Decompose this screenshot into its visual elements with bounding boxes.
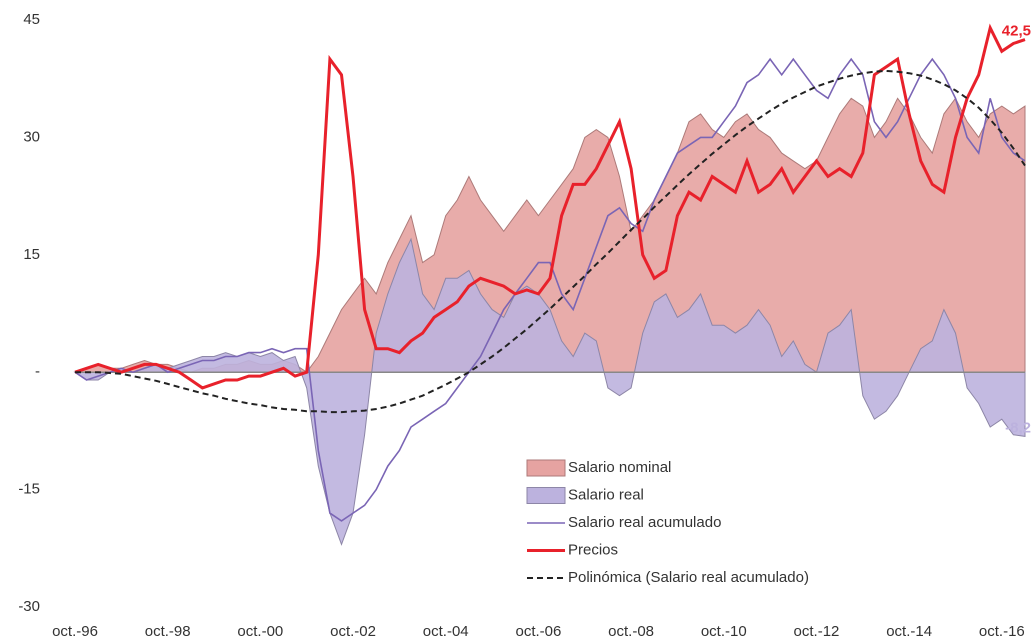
legend-label: Precios — [568, 541, 618, 558]
legend-label: Salario real acumulado — [568, 514, 721, 531]
x-tick-label: oct.-06 — [515, 623, 561, 640]
y-tick-label: - — [35, 363, 40, 380]
line — [74, 23, 1026, 390]
legend-label: Polinómica (Salario real acumulado) — [568, 569, 809, 586]
x-tick-label: oct.-00 — [237, 623, 283, 640]
y-tick-label: 45 — [23, 11, 40, 28]
y-tick-label: -30 — [18, 598, 40, 615]
x-tick-label: oct.-08 — [608, 623, 654, 640]
x-tick-label: oct.-14 — [886, 623, 932, 640]
y-tick-label: -15 — [18, 481, 40, 498]
x-tick-label: oct.-12 — [794, 623, 840, 640]
y-tick-label: 15 — [23, 246, 40, 263]
legend-label: Salario real — [568, 486, 644, 503]
value-label: 42,5 — [1002, 23, 1031, 40]
y-tick-label: 30 — [23, 128, 40, 145]
legend-swatch — [526, 487, 566, 504]
value-label: -8,2 — [1005, 419, 1031, 436]
line — [75, 69, 1026, 414]
line — [74, 57, 1026, 522]
x-tick-label: oct.-96 — [52, 623, 98, 640]
x-tick-label: oct.-98 — [145, 623, 191, 640]
x-tick-label: oct.-04 — [423, 623, 469, 640]
x-tick-label: oct.-10 — [701, 623, 747, 640]
x-tick-label: oct.-16 — [979, 623, 1025, 640]
legend-swatch — [526, 459, 566, 477]
legend-label: Salario nominal — [568, 459, 671, 476]
x-tick-label: oct.-02 — [330, 623, 376, 640]
